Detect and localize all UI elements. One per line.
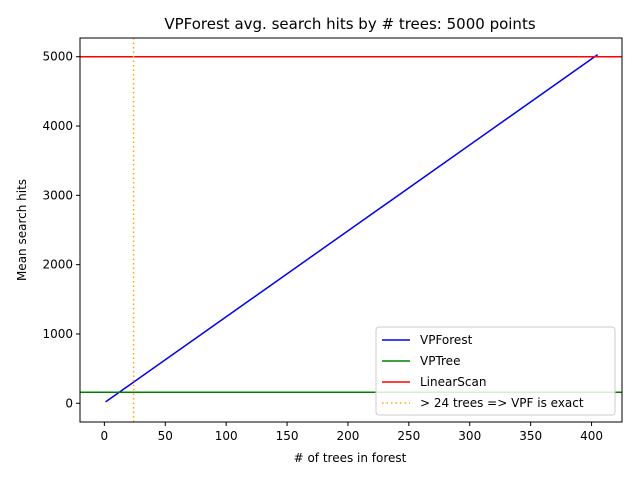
x-tick-label: 300 [458, 429, 481, 443]
x-tick-label: 200 [337, 429, 360, 443]
x-tick-label: 250 [397, 429, 420, 443]
plot-area [79, 37, 623, 423]
y-tick-label: 3000 [42, 188, 73, 202]
x-axis-label: # of trees in forest [294, 451, 407, 465]
y-axis: 0 1000 2000 3000 4000 5000 [42, 50, 80, 410]
legend-label: > 24 trees => VPF is exact [420, 396, 584, 410]
x-tick-label: 0 [101, 429, 109, 443]
x-tick-label: 50 [158, 429, 173, 443]
plot-frame [79, 37, 623, 423]
y-tick-label: 1000 [42, 327, 73, 341]
legend-label: VPForest [420, 333, 473, 347]
legend-label: VPTree [420, 354, 460, 368]
y-tick-label: 2000 [42, 258, 73, 272]
legend-box [375, 326, 616, 416]
x-axis: 0 50 100 150 200 250 300 350 400 [101, 422, 603, 443]
series-line-vpforest [105, 54, 599, 403]
y-tick-label: 4000 [42, 119, 73, 133]
x-tick-label: 400 [580, 429, 603, 443]
legend: VPForest VPTree LinearScan > 24 trees => VP… [375, 326, 616, 416]
y-tick-label: 0 [65, 396, 73, 410]
legend-label: LinearScan [420, 375, 486, 389]
y-axis-label: Mean search hits [15, 179, 29, 281]
x-tick-label: 150 [276, 429, 299, 443]
x-tick-label: 350 [519, 429, 542, 443]
x-tick-label: 100 [215, 429, 238, 443]
chart-title: VPForest avg. search hits by # trees: 50… [164, 15, 535, 33]
y-tick-label: 5000 [42, 50, 73, 64]
